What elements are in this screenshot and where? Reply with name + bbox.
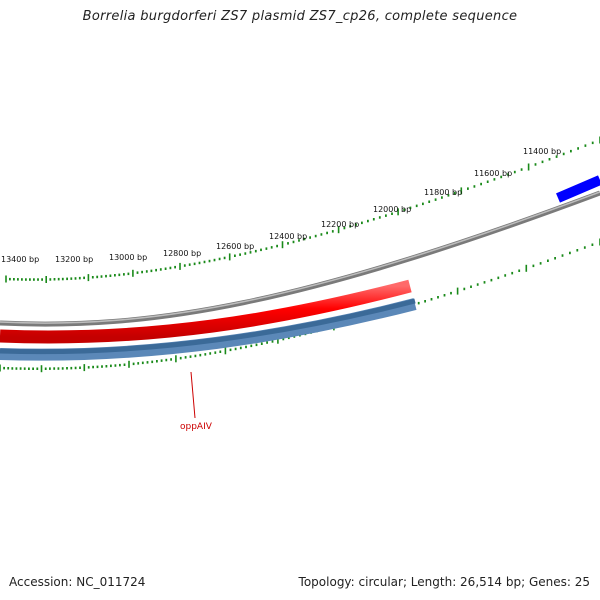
topology-summary: Topology: circular; Length: 26,514 bp; G… <box>298 575 590 589</box>
forward-gene-arc[interactable] <box>0 279 412 344</box>
ruler-label: 12000 bp <box>373 205 411 214</box>
blue-feature[interactable] <box>556 175 600 203</box>
ruler-label: 13200 bp <box>55 255 93 264</box>
backbone-track-highlight <box>0 191 600 324</box>
gene-label-leader <box>190 371 196 419</box>
ruler-label: 11400 bp <box>523 147 561 156</box>
ruler-label: 11600 bp <box>474 169 512 178</box>
ruler-label: 12200 bp <box>321 220 359 229</box>
backbone-track <box>0 190 600 327</box>
outer-tick-ruler <box>5 136 600 283</box>
gene-label-oppAIV[interactable]: oppAIV <box>180 422 213 432</box>
ruler-labels: 13400 bp 13200 bp 13000 bp 12800 bp 1260… <box>1 147 561 264</box>
reverse-gene-arc-oppAIV[interactable] <box>0 298 417 361</box>
map-title: Borrelia burgdorferi ZS7 plasmid ZS7_cp2… <box>82 9 518 24</box>
ruler-label: 13400 bp <box>1 255 39 264</box>
reverse-gene-arc-shade <box>0 298 416 355</box>
accession-text: Accession: NC_011724 <box>9 575 146 589</box>
ruler-label: 12600 bp <box>216 242 254 251</box>
ruler-label: 12400 bp <box>269 232 307 241</box>
ruler-label: 11800 bp <box>424 188 462 197</box>
ruler-label: 13000 bp <box>109 253 147 262</box>
ruler-label: 12800 bp <box>163 249 201 258</box>
